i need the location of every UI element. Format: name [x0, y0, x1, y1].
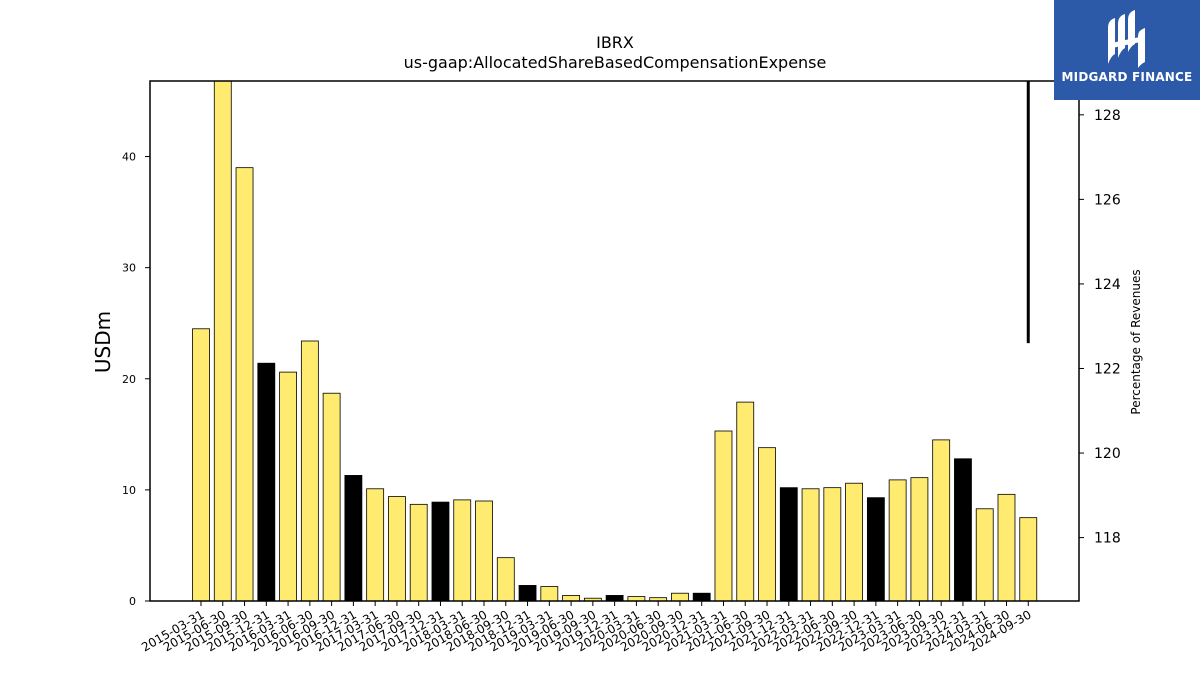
- bar: [518, 585, 537, 602]
- bar: [866, 497, 885, 602]
- bar: [997, 493, 1016, 602]
- bar: [845, 482, 863, 602]
- y-axis-label: USDm: [91, 311, 115, 373]
- bar: [736, 401, 755, 602]
- y-tick-label: 20: [122, 373, 136, 386]
- chart-subtitle: us-gaap:AllocatedShareBasedCompensationE…: [404, 53, 827, 72]
- bar: [388, 496, 406, 602]
- bar: [758, 447, 776, 602]
- bar: [779, 487, 798, 602]
- y2-tick-label: 120: [1094, 446, 1121, 462]
- bar: [932, 439, 951, 602]
- bar: [823, 487, 842, 602]
- bar: [1019, 517, 1038, 602]
- bar: [344, 475, 363, 602]
- bar: [671, 592, 689, 602]
- y-tick-label: 10: [122, 484, 136, 497]
- bar: [954, 458, 972, 602]
- y2-axis: 118 120 122 124 126 128: [1079, 108, 1121, 547]
- bar: [475, 500, 493, 602]
- bar: [975, 508, 994, 602]
- y2-tick-label: 118: [1094, 531, 1121, 547]
- y2-tick-label: 124: [1094, 277, 1121, 293]
- brand-logo: MIDGARD FINANCE: [1054, 0, 1200, 100]
- bar: [322, 392, 341, 602]
- bar: [801, 488, 820, 602]
- bar: [714, 430, 733, 602]
- bar: [605, 595, 624, 602]
- bar: [453, 499, 472, 602]
- midgard-logo-icon: [1108, 10, 1145, 68]
- bar: [366, 488, 385, 602]
- bar: [257, 362, 276, 602]
- bar: [540, 586, 559, 602]
- y-tick-label: 30: [122, 262, 136, 275]
- bar: [910, 477, 929, 602]
- brand-name: MIDGARD FINANCE: [1061, 70, 1193, 84]
- y-tick-label: 40: [122, 151, 136, 164]
- y2-tick-label: 128: [1094, 108, 1121, 124]
- y-tick-label: 0: [129, 595, 136, 608]
- bar: [692, 592, 711, 602]
- bars-group: [192, 80, 1038, 602]
- bar: [562, 595, 580, 602]
- bar: [235, 167, 254, 602]
- bar: [192, 328, 210, 602]
- y2-axis-label: Percentage of Revenues: [1129, 269, 1143, 414]
- y2-tick-label: 126: [1094, 192, 1121, 208]
- y-axis: 0 10 20 30 40: [122, 151, 150, 608]
- bar: [496, 557, 515, 602]
- bar: [279, 371, 297, 602]
- chart-title: IBRX: [596, 33, 634, 52]
- bar: [431, 501, 450, 602]
- bar: [409, 503, 428, 602]
- y2-tick-label: 122: [1094, 361, 1121, 377]
- bar: [300, 340, 319, 602]
- bar: [888, 479, 907, 602]
- bar: [213, 80, 232, 602]
- x-axis: 2015-03-312015-06-302015-09-302015-12-31…: [139, 601, 1034, 654]
